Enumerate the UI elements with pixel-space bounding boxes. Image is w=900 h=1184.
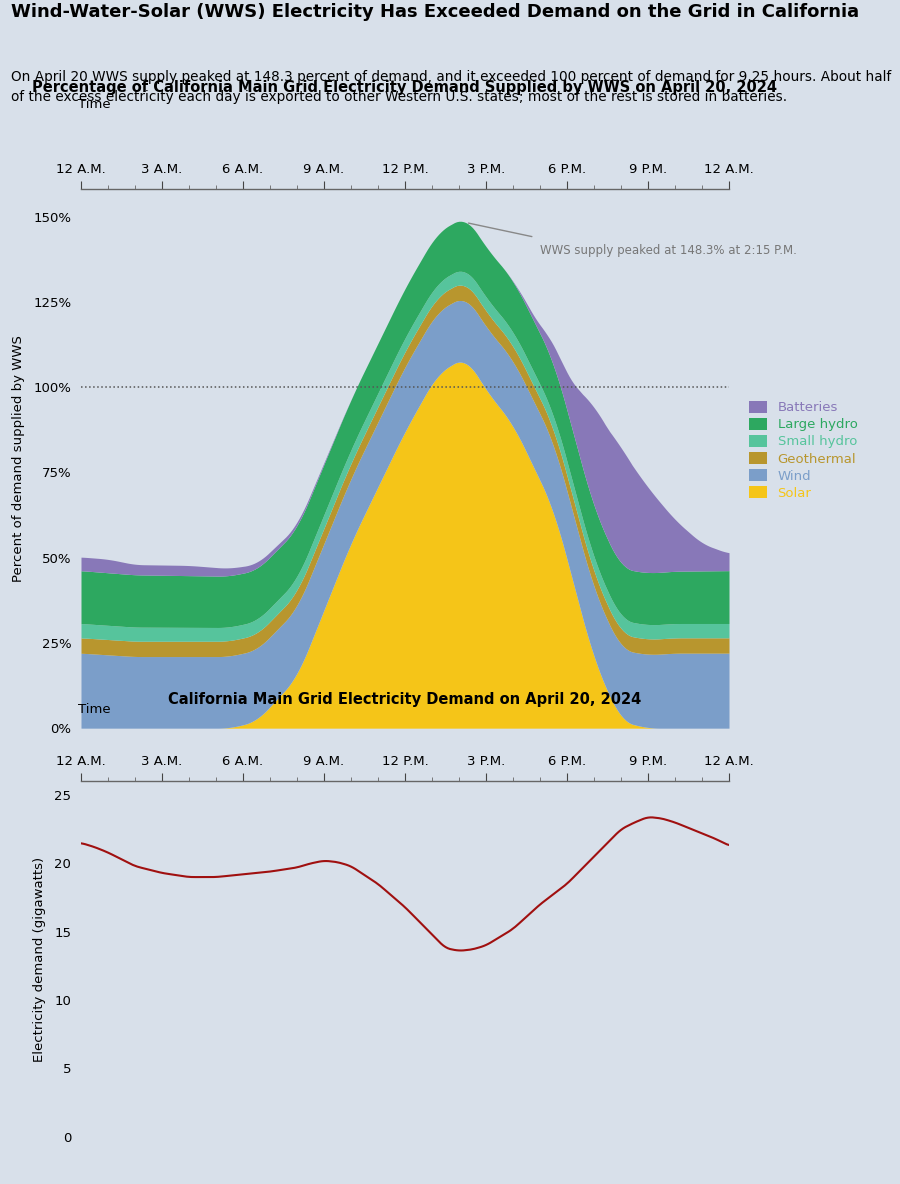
- Y-axis label: Percent of demand supplied by WWS: Percent of demand supplied by WWS: [12, 335, 25, 583]
- Text: On April 20 WWS supply peaked at 148.3 percent of demand, and it exceeded 100 pe: On April 20 WWS supply peaked at 148.3 p…: [11, 70, 891, 104]
- Text: WWS supply peaked at 148.3% at 2:15 P.M.: WWS supply peaked at 148.3% at 2:15 P.M.: [540, 244, 796, 257]
- Y-axis label: Electricity demand (gigawatts): Electricity demand (gigawatts): [33, 856, 46, 1062]
- Text: Wind-Water-Solar (WWS) Electricity Has Exceeded Demand on the Grid in California: Wind-Water-Solar (WWS) Electricity Has E…: [11, 4, 859, 21]
- Legend: Batteries, Large hydro, Small hydro, Geothermal, Wind, Solar: Batteries, Large hydro, Small hydro, Geo…: [749, 400, 858, 500]
- Text: California Main Grid Electricity Demand on April 20, 2024: California Main Grid Electricity Demand …: [168, 691, 642, 707]
- Text: Time: Time: [77, 98, 111, 111]
- Text: Time: Time: [77, 703, 111, 715]
- Text: Percentage of California Main Grid Electricity Demand Supplied by WWS on April 2: Percentage of California Main Grid Elect…: [32, 81, 778, 95]
